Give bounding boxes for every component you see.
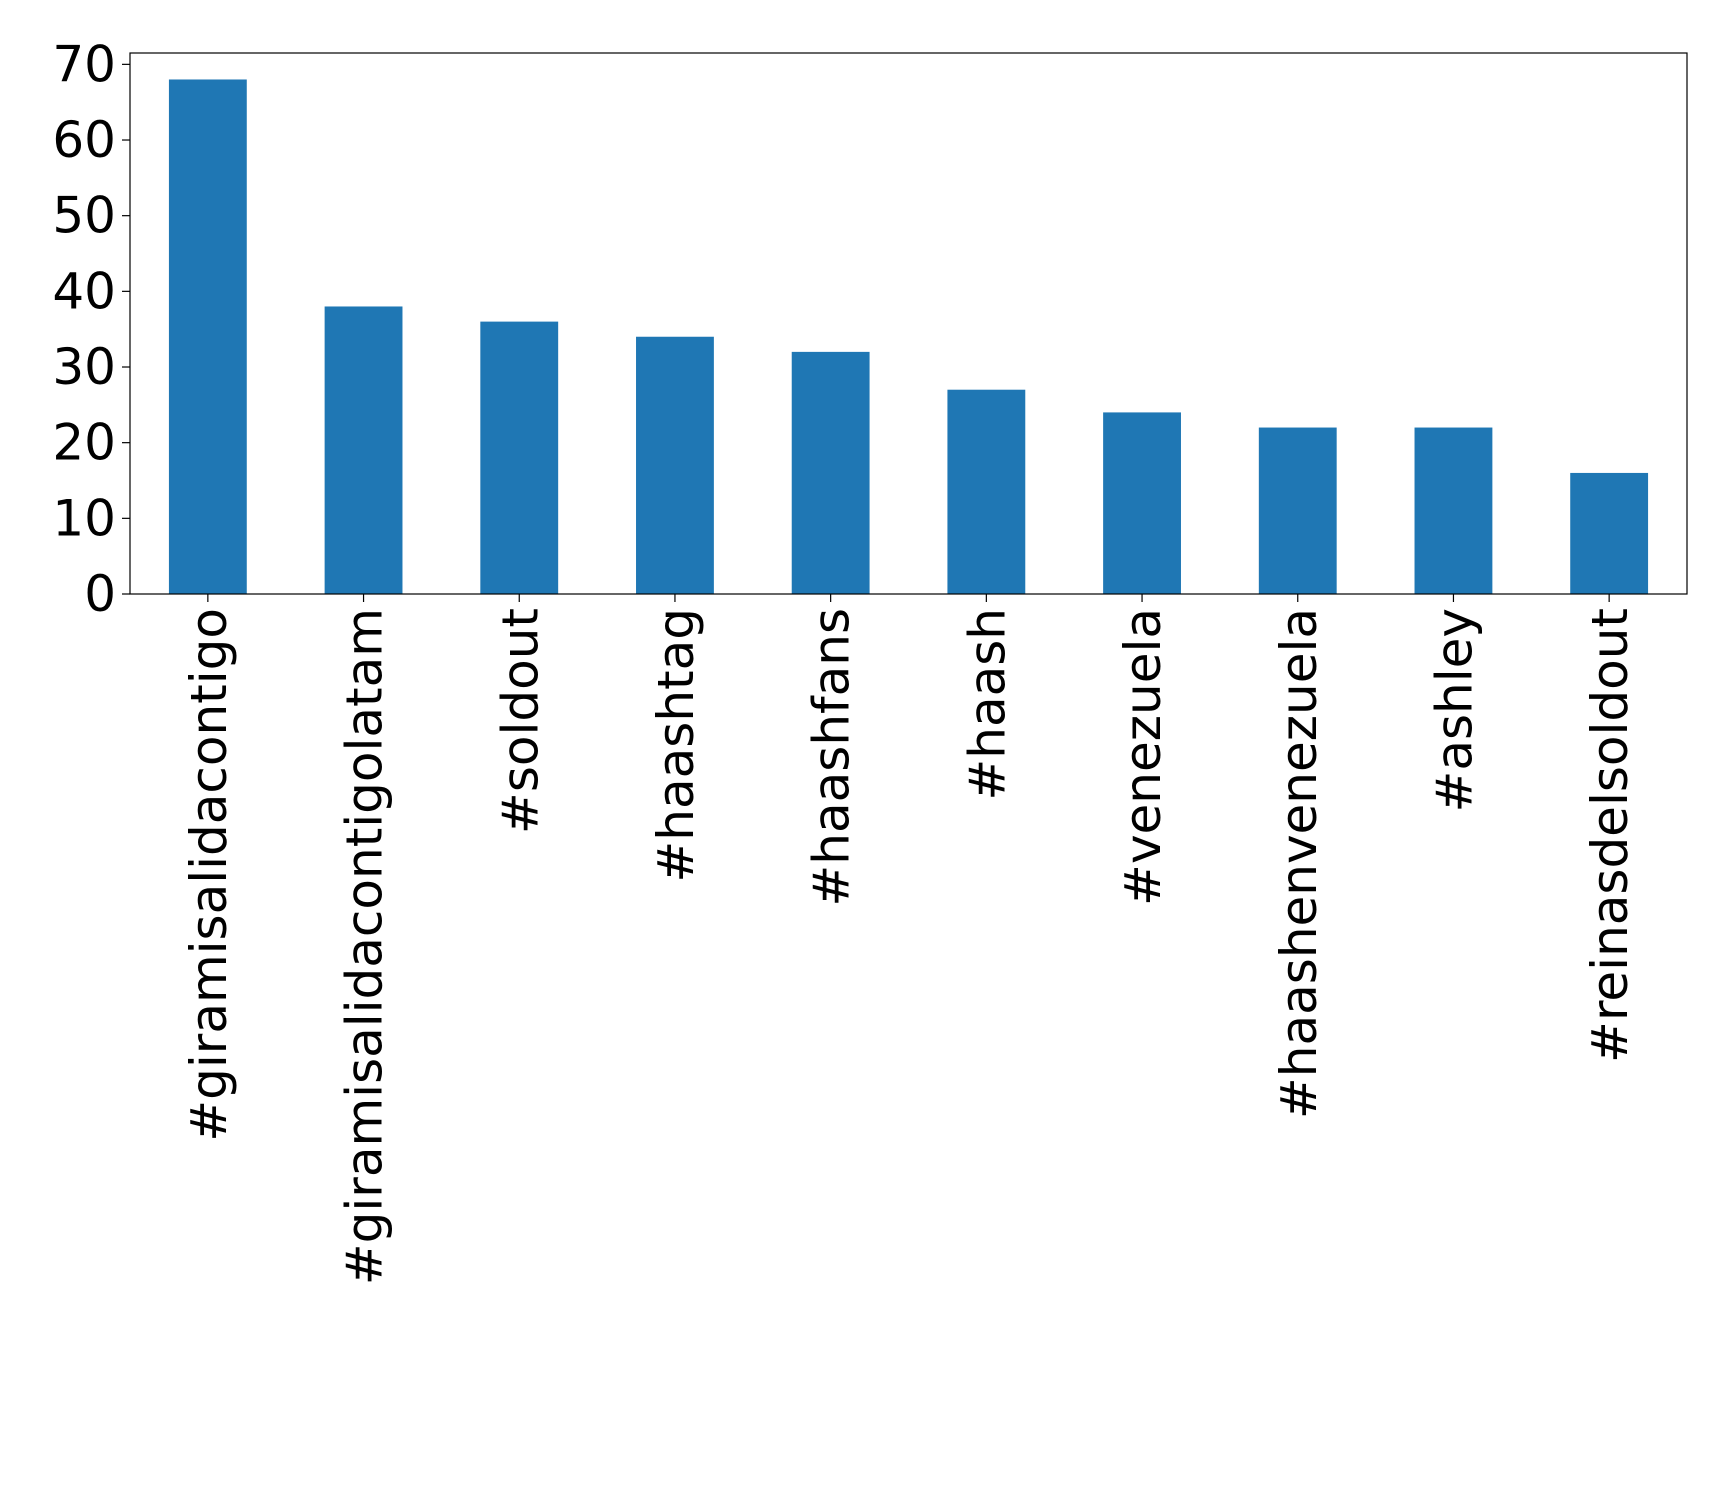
x-tick-label: #reinasdelsoldout: [1581, 608, 1639, 1063]
x-tick-label: #soldout: [491, 608, 549, 834]
plot-frame: [129, 52, 1688, 595]
y-tick-label: 10: [52, 489, 116, 547]
x-tick-label: #haashtag: [647, 608, 705, 883]
y-tick-label: 0: [84, 565, 116, 623]
x-tick-label: #haash: [958, 608, 1016, 801]
bar-8: [1414, 427, 1493, 594]
y-tick-label: 70: [52, 35, 116, 93]
bar-4: [791, 351, 870, 594]
x-tick-label: #giramisalidacontigo: [180, 608, 238, 1142]
bar-2: [480, 321, 559, 594]
y-tick-label: 40: [52, 262, 116, 320]
bar-3: [636, 336, 714, 594]
x-tick-label: #giramisalidacontigolatam: [336, 608, 394, 1285]
y-tick-label: 50: [52, 187, 116, 245]
x-tick-label: #venezuela: [1114, 608, 1172, 906]
bar-5: [947, 389, 1026, 594]
x-tick-label: #haashenvenezuela: [1270, 608, 1328, 1119]
bar-0: [168, 79, 247, 594]
y-tick-label: 60: [52, 111, 116, 169]
x-tick-label: #ashley: [1425, 608, 1483, 813]
bar-9: [1570, 472, 1649, 594]
bar-6: [1103, 412, 1181, 594]
bar-7: [1258, 427, 1337, 594]
x-tick-label: #haashfans: [803, 608, 861, 907]
y-tick-label: 20: [52, 414, 116, 472]
bar-1: [324, 306, 403, 594]
y-tick-label: 30: [52, 338, 116, 396]
